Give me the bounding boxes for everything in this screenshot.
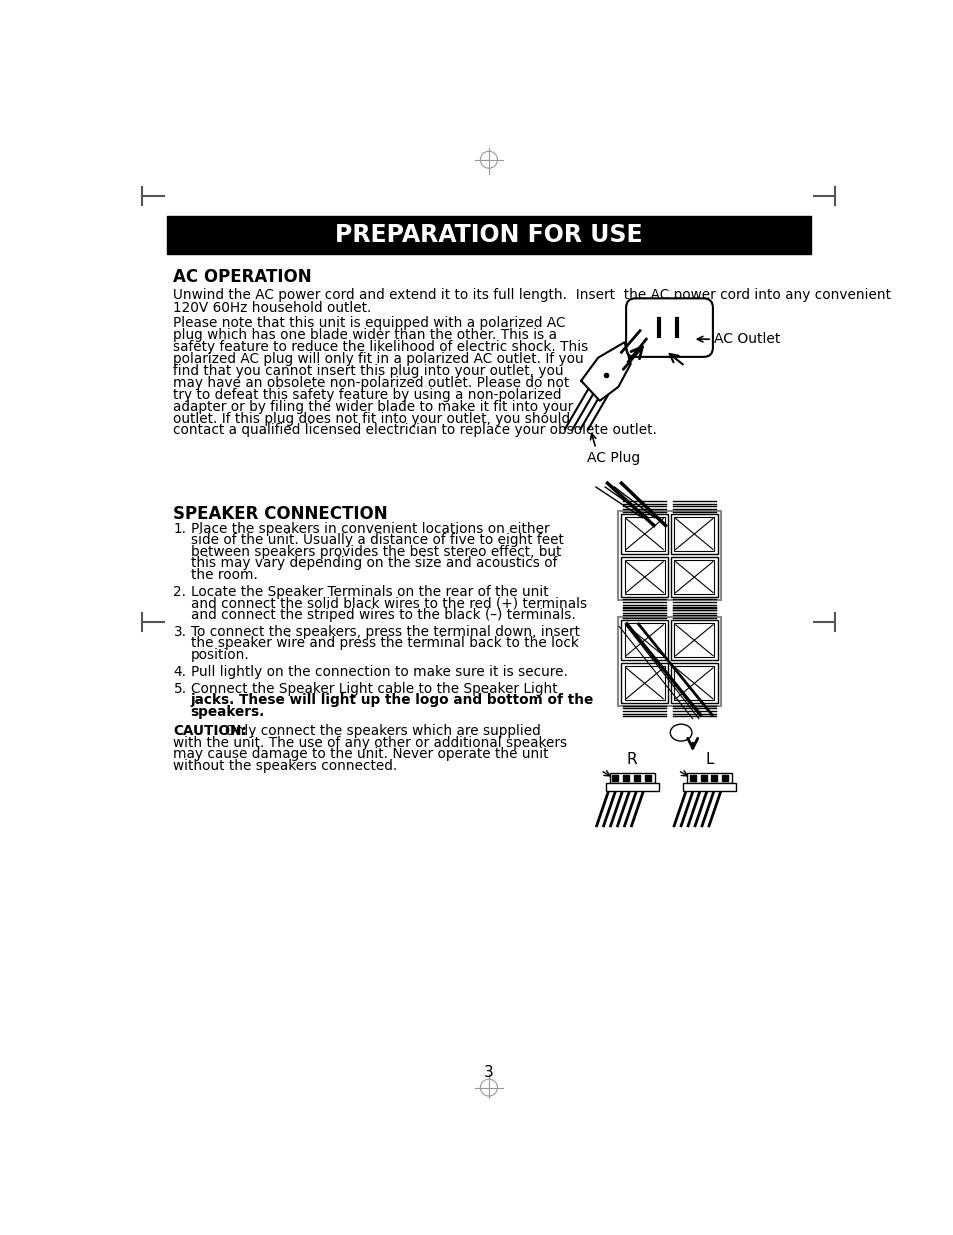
Text: Only connect the speakers which are supplied: Only connect the speakers which are supp… [225, 724, 540, 739]
Text: 2.: 2. [173, 585, 186, 599]
Bar [624, 624, 664, 657]
Text: try to defeat this safety feature by using a non-polarized: try to defeat this safety feature by usi… [173, 388, 561, 401]
Text: speakers.: speakers. [191, 705, 265, 719]
Text: adapter or by filing the wider blade to make it fit into your: adapter or by filing the wider blade to … [173, 400, 573, 414]
Text: To connect the speakers, press the terminal down, insert: To connect the speakers, press the termi… [191, 625, 578, 638]
Text: this may vary depending on the size and acoustics of: this may vary depending on the size and … [191, 556, 557, 571]
Bar [674, 561, 714, 594]
Text: contact a qualified licensed electrician to replace your obsolete outlet.: contact a qualified licensed electrician… [173, 424, 657, 437]
Text: plug which has one blade wider than the other. This is a: plug which has one blade wider than the … [173, 329, 557, 342]
Text: CAUTION:: CAUTION: [173, 724, 247, 739]
Text: the room.: the room. [191, 568, 257, 582]
Bar [670, 663, 717, 704]
Text: position.: position. [191, 648, 249, 662]
Polygon shape [580, 342, 630, 401]
Text: PREPARATION FOR USE: PREPARATION FOR USE [335, 224, 642, 247]
Text: may cause damage to the unit. Never operate the unit: may cause damage to the unit. Never oper… [173, 747, 548, 761]
Text: Place the speakers in convenient locations on either: Place the speakers in convenient locatio… [191, 521, 549, 536]
Bar [624, 561, 664, 594]
Text: Pull lightly on the connection to make sure it is secure.: Pull lightly on the connection to make s… [191, 664, 567, 679]
Text: AC Outlet: AC Outlet [714, 332, 780, 346]
Text: Please note that this unit is equipped with a polarized AC: Please note that this unit is equipped w… [173, 316, 565, 330]
Bar [620, 514, 667, 555]
Bar [620, 557, 667, 597]
Bar [670, 557, 717, 597]
Bar [674, 517, 714, 551]
Bar [624, 667, 664, 700]
Bar [624, 517, 664, 551]
Text: Unwind the AC power cord and extend it to its full length.  Insert  the AC power: Unwind the AC power cord and extend it t… [173, 288, 890, 303]
FancyBboxPatch shape [625, 299, 712, 357]
Text: polarized AC plug will only fit in a polarized AC outlet. If you: polarized AC plug will only fit in a pol… [173, 352, 583, 366]
Text: 3.: 3. [173, 625, 186, 638]
Bar [686, 773, 732, 783]
Text: safety feature to reduce the likelihood of electric shock. This: safety feature to reduce the likelihood … [173, 340, 588, 354]
Text: 5.: 5. [173, 682, 187, 695]
Text: with the unit. The use of any other or additional speakers: with the unit. The use of any other or a… [173, 736, 567, 750]
Text: 3: 3 [483, 1065, 494, 1079]
Bar [674, 624, 714, 657]
Bar [670, 620, 717, 661]
Bar [609, 773, 654, 783]
Text: and connect the solid black wires to the red (+) terminals: and connect the solid black wires to the… [191, 597, 586, 610]
Bar [618, 618, 720, 706]
Text: jacks. These will light up the logo and bottom of the: jacks. These will light up the logo and … [191, 693, 593, 708]
Text: 1.: 1. [173, 521, 186, 536]
Text: AC OPERATION: AC OPERATION [173, 268, 312, 285]
Text: 120V 60Hz household outlet.: 120V 60Hz household outlet. [173, 300, 372, 315]
Text: Connect the Speaker Light cable to the Speaker Light: Connect the Speaker Light cable to the S… [191, 682, 557, 695]
Bar [620, 620, 667, 661]
Text: 4.: 4. [173, 664, 186, 679]
Text: Locate the Speaker Terminals on the rear of the unit: Locate the Speaker Terminals on the rear… [191, 585, 548, 599]
Text: L: L [705, 752, 713, 767]
Text: SPEAKER CONNECTION: SPEAKER CONNECTION [173, 505, 388, 522]
Bar [620, 663, 667, 704]
Text: AC Plug: AC Plug [587, 451, 639, 464]
Text: the speaker wire and press the terminal back to the lock: the speaker wire and press the terminal … [191, 636, 578, 651]
Text: may have an obsolete non-polarized outlet. Please do not: may have an obsolete non-polarized outle… [173, 375, 569, 390]
Text: find that you cannot insert this plug into your outlet, you: find that you cannot insert this plug in… [173, 364, 563, 378]
Text: and connect the striped wires to the black (–) terminals.: and connect the striped wires to the bla… [191, 608, 575, 622]
Ellipse shape [670, 724, 691, 741]
Bar [605, 783, 658, 792]
Bar [167, 216, 810, 254]
Bar [618, 511, 720, 600]
Bar [670, 514, 717, 555]
Text: outlet. If this plug does not fit into your outlet, you should: outlet. If this plug does not fit into y… [173, 411, 570, 426]
Text: between speakers provides the best stereo effect, but: between speakers provides the best stere… [191, 545, 560, 558]
Bar [674, 667, 714, 700]
Text: R: R [626, 752, 637, 767]
Bar [682, 783, 736, 792]
Text: side of the unit. Usually a distance of five to eight feet: side of the unit. Usually a distance of … [191, 534, 563, 547]
Text: without the speakers connected.: without the speakers connected. [173, 758, 397, 773]
